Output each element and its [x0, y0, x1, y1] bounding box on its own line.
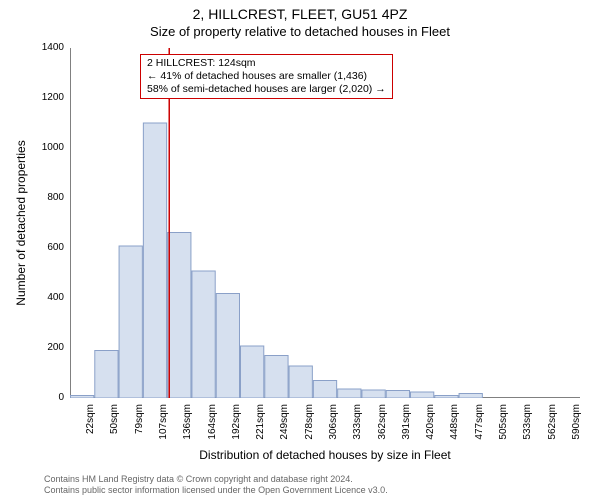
x-tick-label: 107sqm — [158, 404, 169, 454]
x-tick-label: 333sqm — [352, 404, 363, 454]
x-tick-label: 477sqm — [474, 404, 485, 454]
x-tick-label: 505sqm — [498, 404, 509, 454]
x-tick-label: 50sqm — [109, 404, 120, 454]
annotation-line-1: 2 HILLCREST: 124sqm — [147, 57, 386, 70]
x-tick-label: 249sqm — [279, 404, 290, 454]
x-tick-label: 79sqm — [134, 404, 145, 454]
chart-title-sub: Size of property relative to detached ho… — [0, 24, 600, 39]
x-tick-label: 192sqm — [231, 404, 242, 454]
x-tick-label: 362sqm — [377, 404, 388, 454]
annotation-line-2: ← 41% of detached houses are smaller (1,… — [147, 70, 386, 83]
footer-line-2: Contains public sector information licen… — [44, 485, 592, 496]
x-tick-label: 590sqm — [571, 404, 582, 454]
annotation-line-3: 58% of semi-detached houses are larger (… — [147, 83, 386, 96]
chart-title-main: 2, HILLCREST, FLEET, GU51 4PZ — [0, 6, 600, 22]
y-tick-label: 800 — [32, 192, 64, 203]
y-tick-label: 1200 — [32, 92, 64, 103]
x-tick-label: 448sqm — [449, 404, 460, 454]
y-tick-label: 400 — [32, 292, 64, 303]
x-tick-label: 420sqm — [425, 404, 436, 454]
x-tick-label: 562sqm — [547, 404, 558, 454]
y-tick-label: 200 — [32, 342, 64, 353]
x-axis-label: Distribution of detached houses by size … — [70, 448, 580, 462]
footer: Contains HM Land Registry data © Crown c… — [44, 474, 592, 497]
x-tick-label: 278sqm — [304, 404, 315, 454]
y-axis-label: Number of detached properties — [14, 48, 34, 398]
x-tick-label: 221sqm — [255, 404, 266, 454]
footer-line-1: Contains HM Land Registry data © Crown c… — [44, 474, 592, 485]
x-tick-label: 22sqm — [85, 404, 96, 454]
y-tick-label: 1000 — [32, 142, 64, 153]
histogram — [70, 48, 580, 398]
x-tick-label: 533sqm — [522, 404, 533, 454]
x-tick-label: 391sqm — [401, 404, 412, 454]
figure: 2, HILLCREST, FLEET, GU51 4PZ Size of pr… — [0, 0, 600, 500]
y-tick-label: 600 — [32, 242, 64, 253]
annotation-box: 2 HILLCREST: 124sqm ← 41% of detached ho… — [140, 54, 393, 99]
y-tick-label: 1400 — [32, 42, 64, 53]
x-tick-label: 306sqm — [328, 404, 339, 454]
x-tick-label: 164sqm — [207, 404, 218, 454]
y-tick-label: 0 — [32, 392, 64, 403]
x-tick-label: 136sqm — [182, 404, 193, 454]
plot-area: 2 HILLCREST: 124sqm ← 41% of detached ho… — [70, 48, 580, 398]
